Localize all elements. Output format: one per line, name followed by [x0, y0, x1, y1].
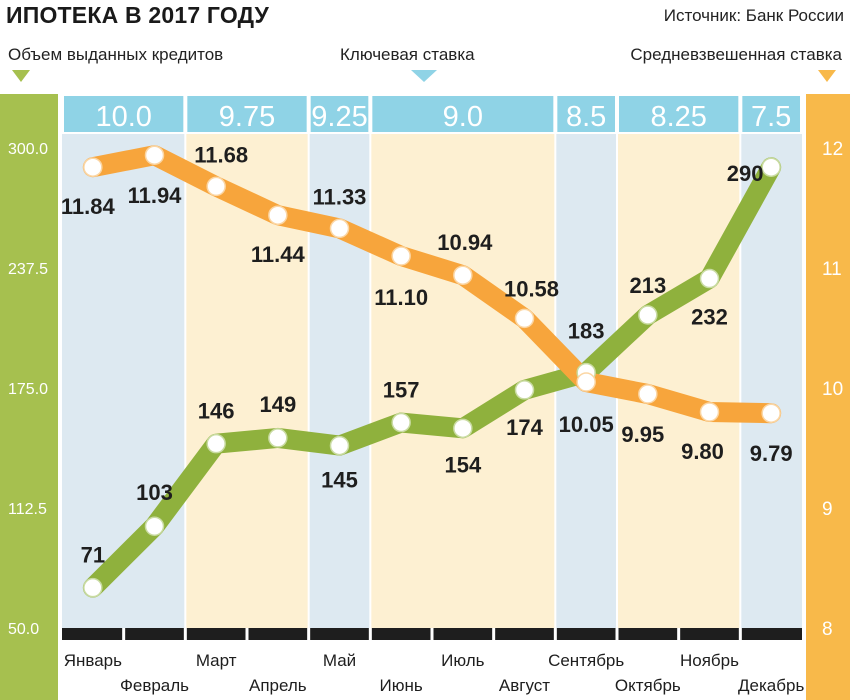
loans-volume-label: 103 [136, 480, 173, 505]
key-rate-bar [187, 96, 307, 132]
weighted-rate-point [761, 403, 781, 423]
left-axis-tick: 237.5 [8, 261, 48, 278]
weighted-rate-label: 9.95 [621, 422, 664, 447]
weighted-rate-label: 11.44 [251, 242, 306, 267]
right-axis-tick: 11 [822, 259, 842, 280]
legend-key-rate: Ключевая ставка [340, 45, 475, 64]
month-label: Июнь [380, 676, 423, 695]
loans-volume-point [83, 577, 103, 598]
weighted-rate-point [83, 157, 103, 177]
weighted-rate-point [699, 402, 720, 422]
key-rate-bar [742, 96, 800, 132]
loans-volume-point [699, 268, 720, 289]
key-rate-label: 8.25 [650, 101, 706, 133]
source-note: Источник: Банк России [663, 6, 844, 25]
weighted-rate-point [514, 308, 535, 329]
weighted-rate-point [638, 384, 658, 404]
chart-title: ИПОТЕКА В 2017 ГОДУ [6, 2, 270, 28]
loans-volume-label: 174 [506, 415, 543, 440]
legend-loans-volume: Объем выданных кредитов [8, 45, 224, 64]
loans-volume-label: 146 [198, 399, 235, 424]
left-axis-bar [0, 94, 58, 700]
loans-volume-point [144, 516, 165, 536]
key-rate-bar [619, 96, 739, 132]
month-label: Сентябрь [548, 651, 624, 670]
key-rate-bar [310, 96, 369, 132]
key-rate-marker [411, 70, 437, 82]
month-label: Апрель [249, 676, 307, 695]
weighted-rate-label: 11.84 [61, 194, 116, 219]
weighted-rate-line [82, 145, 782, 424]
weighted-rate-point [329, 218, 350, 239]
loans-volume-label: 149 [259, 392, 296, 417]
loans-volume-label: 290 [727, 161, 764, 186]
weighted-rate-label: 11.94 [128, 183, 183, 208]
loans-volume-point [453, 418, 473, 439]
key-rate-bar [372, 96, 554, 132]
key-rate-label: 9.25 [311, 101, 367, 133]
legend-weighted-rate: Средневзвешенная ставка [630, 45, 842, 64]
left-axis-marker [12, 70, 30, 82]
key-rate-label: 8.5 [566, 101, 606, 133]
loans-volume-label: 145 [321, 468, 358, 493]
weighted-rate-label: 11.10 [374, 285, 428, 310]
loans-volume-point [329, 435, 350, 456]
loans-volume-label: 213 [629, 273, 666, 298]
month-label: Июль [441, 651, 485, 670]
key-rate-bar [64, 96, 184, 132]
weighted-rate-point [206, 176, 226, 197]
month-label: Февраль [120, 676, 189, 695]
left-axis-tick: 175.0 [8, 381, 48, 398]
loans-volume-point [268, 428, 288, 448]
month-label: Март [196, 651, 237, 670]
month-label: Декабрь [738, 676, 804, 695]
month-label: Январь [64, 651, 122, 670]
left-axis-tick: 50.0 [8, 621, 39, 638]
right-axis-tick: 9 [822, 499, 833, 520]
loans-volume-point [638, 305, 658, 325]
weighted-rate-label: 10.05 [559, 412, 614, 437]
weighted-rate-label: 10.94 [437, 230, 493, 255]
key-rate-label: 9.0 [443, 101, 483, 133]
loans-volume-label: 71 [81, 543, 105, 568]
right-axis-bar [806, 94, 850, 700]
loans-volume-line [82, 157, 782, 598]
month-label: Май [323, 651, 356, 670]
loans-volume-label: 232 [691, 305, 728, 330]
right-axis-tick: 12 [822, 139, 843, 160]
loans-volume-point [761, 157, 781, 177]
weighted-rate-label: 9.79 [750, 441, 793, 466]
weighted-rate-point [268, 205, 288, 225]
left-axis-tick: 300.0 [8, 141, 48, 158]
loans-volume-point [514, 380, 535, 400]
right-axis-marker [818, 70, 836, 82]
month-label: Август [499, 676, 550, 695]
key-rate-label: 10.0 [95, 101, 151, 133]
loans-volume-label: 157 [383, 378, 420, 403]
right-axis-tick: 10 [822, 379, 843, 400]
loans-volume-label: 154 [444, 452, 481, 477]
weighted-rate-point [391, 246, 411, 266]
loans-volume-point [391, 412, 411, 433]
weighted-rate-point [576, 372, 596, 392]
weighted-rate-label: 11.33 [313, 184, 367, 209]
loans-volume-label: 183 [568, 319, 605, 344]
key-rate-label: 9.75 [219, 101, 275, 133]
right-axis-tick: 8 [822, 619, 833, 640]
month-label: Ноябрь [680, 651, 739, 670]
weighted-rate-label: 9.80 [681, 439, 724, 464]
loans-volume-point [206, 433, 226, 454]
rate-period-band [617, 134, 741, 628]
weighted-rate-point [144, 145, 165, 165]
key-rate-bar [557, 96, 615, 132]
weighted-rate-point [453, 265, 473, 285]
key-rate-label: 7.5 [751, 101, 791, 133]
weighted-rate-label: 11.68 [194, 142, 248, 167]
left-axis-tick: 112.5 [8, 501, 47, 518]
month-label: Октябрь [615, 676, 681, 695]
weighted-rate-label: 10.58 [504, 276, 559, 301]
